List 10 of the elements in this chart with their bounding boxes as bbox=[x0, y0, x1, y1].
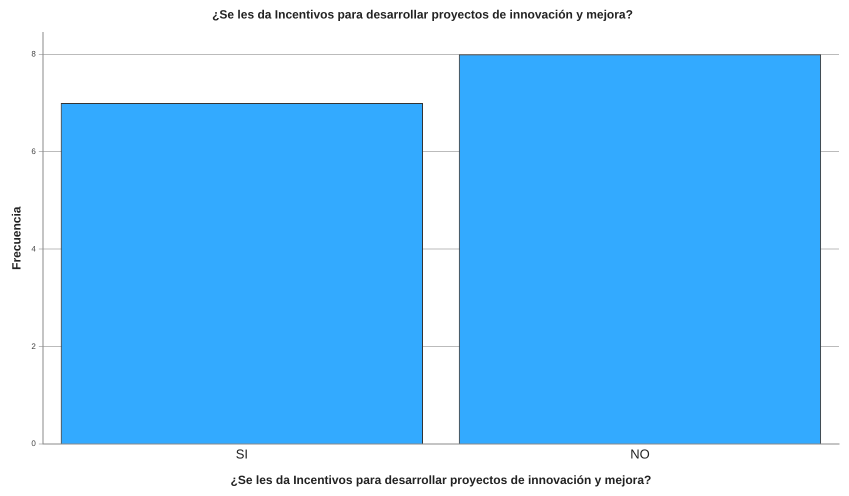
y-tick-label: 4 bbox=[31, 244, 36, 254]
y-tick-label: 0 bbox=[31, 439, 36, 448]
y-tick-label: 6 bbox=[31, 146, 36, 156]
y-axis-title: Frecuencia bbox=[10, 206, 24, 270]
chart-title: ¿Se les da Incentivos para desarrollar proyectos de innovación y mejora? bbox=[212, 8, 633, 22]
y-tick-label: 8 bbox=[31, 50, 36, 59]
y-tick-label: 2 bbox=[31, 342, 36, 351]
x-axis-title: ¿Se les da Incentivos para desarrollar proyectos de innovación y mejora? bbox=[230, 473, 652, 488]
x-tick-label: NO bbox=[630, 446, 650, 462]
x-tick-label: SI bbox=[236, 446, 248, 462]
